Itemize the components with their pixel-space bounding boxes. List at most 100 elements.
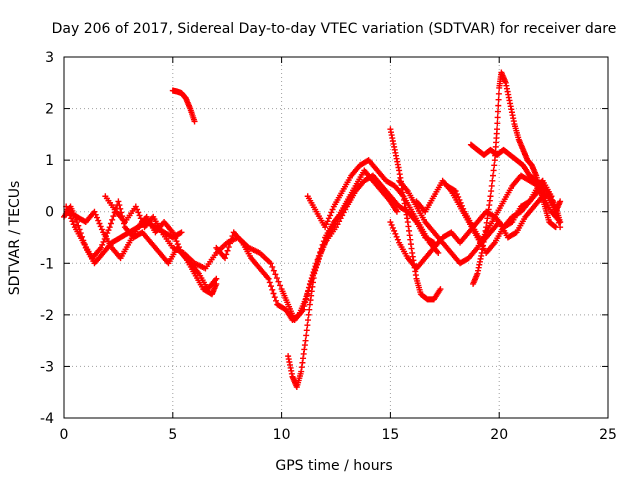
data-point-marker: [321, 241, 328, 248]
data-point-marker: [277, 282, 284, 289]
x-tick-label: 5: [168, 427, 177, 443]
y-tick-label: -1: [40, 256, 54, 272]
data-point-marker: [328, 209, 335, 216]
data-point-marker: [139, 218, 146, 225]
data-point-marker: [487, 193, 494, 200]
data-point-marker: [314, 258, 321, 265]
data-point-marker: [173, 238, 180, 245]
data-point-marker: [460, 205, 467, 212]
data-point-marker: [275, 278, 282, 285]
data-point-marker: [548, 193, 555, 200]
series-track-m: [467, 141, 546, 189]
data-point-marker: [95, 217, 102, 224]
data-point-marker: [552, 224, 559, 231]
data-point-marker: [435, 249, 442, 256]
data-point-marker: [191, 118, 198, 125]
data-point-marker: [137, 215, 144, 222]
series-track-n: [443, 182, 564, 246]
y-tick-label: -3: [40, 359, 54, 375]
data-point-marker: [319, 247, 326, 254]
data-point-marker: [270, 267, 277, 274]
data-point-marker: [172, 235, 179, 242]
data-point-marker: [311, 270, 318, 277]
data-point-marker: [269, 286, 276, 293]
x-tick-label: 20: [490, 427, 508, 443]
y-tick-label: 1: [45, 153, 54, 169]
data-point-marker: [452, 188, 459, 195]
data-point-marker: [100, 238, 107, 245]
data-point-marker: [269, 263, 276, 270]
data-point-marker: [314, 261, 321, 268]
data-point-marker: [110, 213, 117, 220]
y-tick-label: 3: [45, 50, 54, 66]
data-point-marker: [313, 264, 320, 271]
y-tick-label: 2: [45, 102, 54, 118]
y-axis-label: SDTVAR / TECUs: [7, 181, 23, 296]
data-point-marker: [305, 287, 312, 294]
data-point-marker: [93, 214, 100, 221]
data-point-marker: [225, 244, 232, 251]
data-point-marker: [302, 296, 309, 303]
x-tick-label: 10: [273, 427, 291, 443]
data-point-marker: [304, 322, 311, 329]
data-point-marker: [322, 224, 329, 231]
data-point-marker: [551, 223, 558, 230]
data-point-marker: [389, 224, 396, 231]
data-point-marker: [273, 297, 280, 304]
data-point-marker: [391, 227, 398, 234]
data-point-marker: [135, 209, 142, 216]
data-point-marker: [68, 215, 75, 222]
data-point-marker: [98, 226, 105, 233]
data-point-marker: [97, 244, 104, 251]
data-point-marker: [305, 317, 312, 324]
data-point-marker: [265, 275, 272, 282]
data-point-marker: [495, 102, 502, 109]
data-point-marker: [495, 90, 502, 97]
data-point-marker: [388, 221, 395, 228]
y-tick-label: 0: [45, 205, 54, 221]
data-point-marker: [495, 96, 502, 103]
data-point-marker: [224, 247, 231, 254]
data-point-marker: [494, 120, 501, 127]
data-point-marker: [453, 191, 460, 198]
data-point-marker: [494, 108, 501, 115]
data-point-marker: [457, 199, 464, 206]
data-point-marker: [393, 208, 400, 215]
y-tick-label: -2: [40, 308, 54, 324]
data-point-marker: [70, 221, 77, 228]
data-point-marker: [266, 279, 273, 286]
data-point-marker: [456, 196, 463, 203]
data-point-marker: [323, 235, 330, 242]
data-point-marker: [312, 267, 319, 274]
series-track-o: [169, 87, 198, 125]
data-point-marker: [437, 286, 444, 293]
data-point-marker: [134, 206, 141, 213]
data-point-marker: [451, 187, 458, 194]
data-point-marker: [550, 202, 557, 209]
data-point-marker: [494, 126, 501, 133]
data-point-marker: [222, 255, 229, 262]
data-point-marker: [97, 223, 104, 230]
data-point-marker: [491, 162, 498, 169]
data-points: [61, 69, 564, 391]
data-point-marker: [117, 205, 124, 212]
data-point-marker: [539, 182, 546, 189]
data-point-marker: [96, 220, 103, 227]
data-point-marker: [178, 229, 185, 236]
data-point-marker: [304, 290, 311, 297]
data-point-marker: [273, 275, 280, 282]
data-point-marker: [394, 236, 401, 243]
data-point-marker: [489, 177, 496, 184]
data-point-marker: [272, 271, 279, 278]
data-point-marker: [387, 219, 394, 226]
data-point-marker: [267, 260, 274, 267]
data-point-marker: [228, 236, 235, 243]
x-tick-label: 15: [381, 427, 399, 443]
data-point-marker: [557, 198, 564, 205]
data-point-marker: [69, 218, 76, 225]
data-point-marker: [268, 283, 275, 290]
data-point-marker: [320, 244, 327, 251]
data-point-marker: [488, 182, 495, 189]
data-point-marker: [302, 337, 309, 344]
